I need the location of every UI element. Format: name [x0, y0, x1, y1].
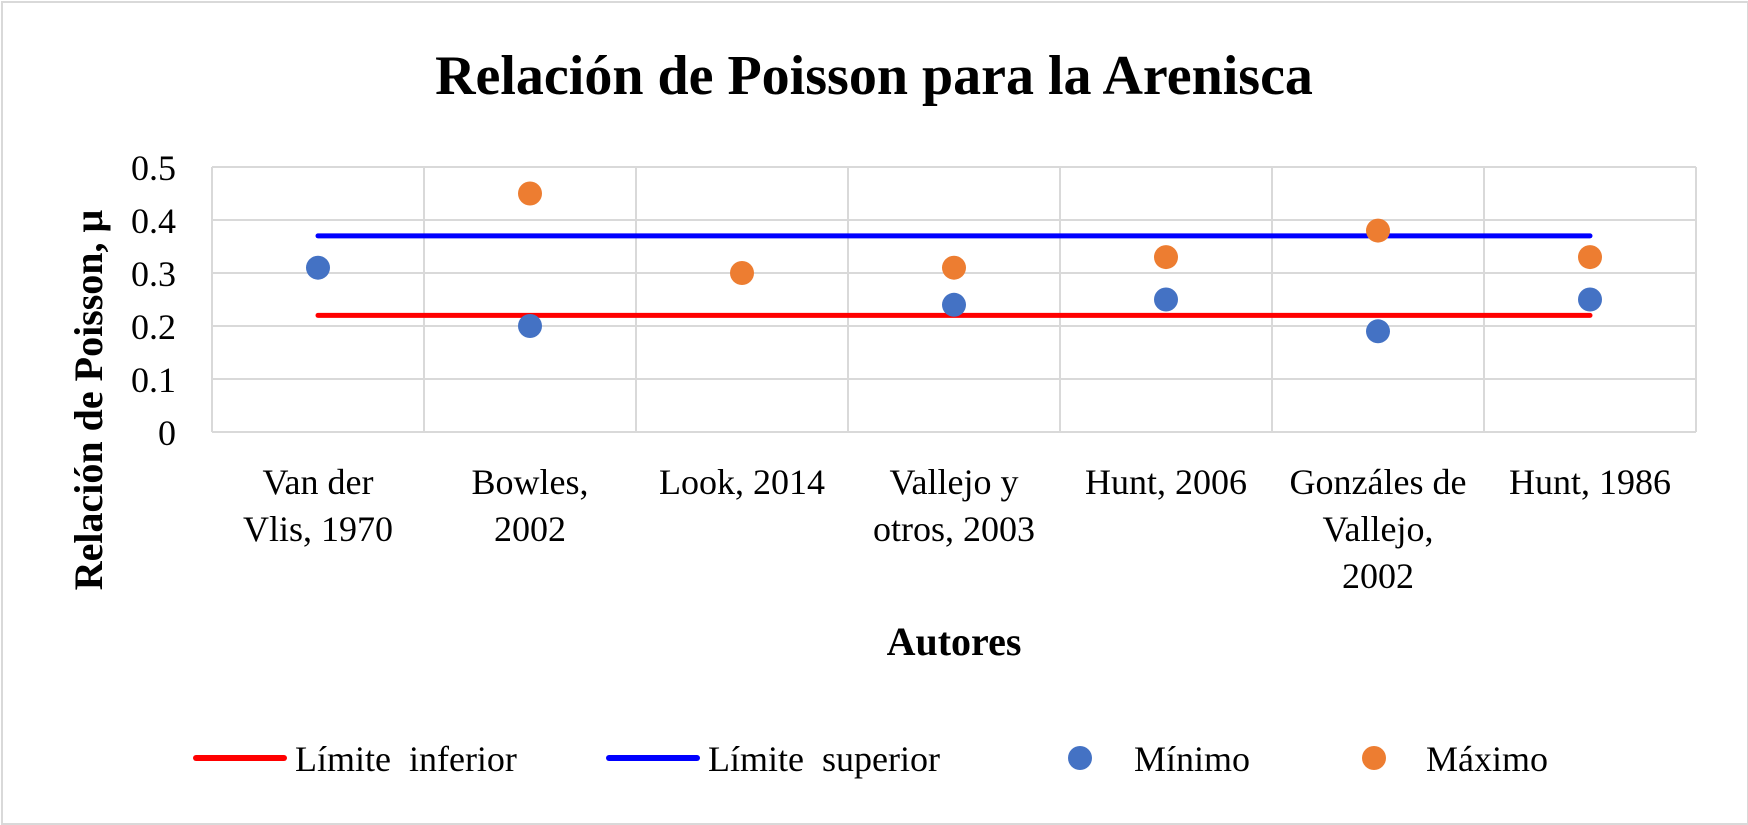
- y-tick-label: 0.2: [131, 307, 176, 347]
- plot-grid: [211, 166, 1697, 433]
- series-layer: [306, 181, 1602, 344]
- legend-label: Límite inferior: [295, 739, 517, 779]
- y-tick-label: 0.3: [131, 254, 176, 294]
- data-point-minimo: [1578, 287, 1602, 312]
- data-point-minimo: [942, 292, 966, 317]
- data-point-maximo: [1578, 245, 1602, 270]
- data-point-minimo: [1154, 287, 1178, 312]
- x-tick-label: Vlis, 1970: [243, 509, 393, 549]
- x-tick-label: Vallejo y: [890, 462, 1019, 502]
- x-tick-label: Gonzáles de: [1290, 462, 1467, 502]
- legend-swatch-marker: [1068, 746, 1092, 770]
- legend-swatch-marker: [1362, 746, 1386, 770]
- data-point-minimo: [518, 314, 542, 338]
- x-tick-labels: Van der Vlis, 1970 Bowles, 2002 Look, 2014 Va…: [243, 462, 1671, 596]
- data-point-maximo: [730, 261, 754, 285]
- y-axis-label: Relación de Poisson, μ: [66, 209, 111, 590]
- x-tick-label: Hunt, 2006: [1085, 462, 1247, 502]
- y-tick-label: 0: [158, 413, 176, 453]
- legend-label: Mínimo: [1134, 739, 1250, 779]
- x-tick-label: 2002: [494, 509, 566, 549]
- x-tick-label: 2002: [1342, 556, 1414, 596]
- legend-label: Límite superior: [708, 739, 940, 779]
- data-point-minimo: [1366, 319, 1390, 344]
- data-point-maximo: [942, 255, 966, 280]
- x-tick-label: Bowles,: [472, 462, 589, 502]
- legend: Límite inferior Límite superior Mínimo Máxi…: [193, 739, 1548, 779]
- chart-title: Relación de Poisson para la Arenisca: [435, 45, 1313, 107]
- x-tick-label: Look, 2014: [659, 462, 825, 502]
- x-tick-label: otros, 2003: [873, 509, 1035, 549]
- data-point-minimo: [306, 255, 330, 280]
- x-tick-label: Vallejo,: [1323, 509, 1434, 549]
- x-tick-label: Van der: [263, 462, 374, 502]
- y-tick-label: 0.1: [131, 360, 176, 400]
- data-point-maximo: [1154, 245, 1178, 270]
- legend-label: Máximo: [1426, 739, 1548, 779]
- y-tick-label: 0.5: [131, 148, 176, 188]
- data-point-maximo: [518, 181, 542, 206]
- y-tick-label: 0.4: [131, 201, 176, 241]
- data-point-maximo: [1366, 218, 1390, 243]
- x-axis-label: Autores: [887, 619, 1022, 664]
- y-tick-labels: 0 0.1 0.2 0.3 0.4 0.5: [131, 148, 176, 453]
- x-tick-label: Hunt, 1986: [1509, 462, 1671, 502]
